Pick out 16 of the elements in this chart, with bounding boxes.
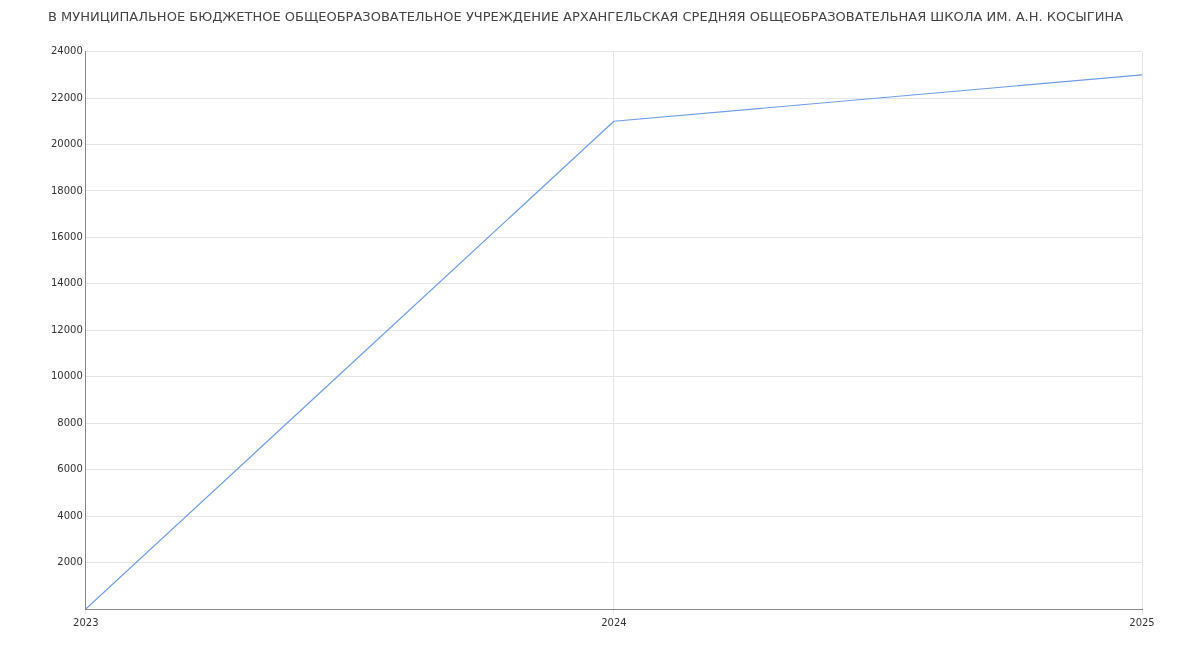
x-tick-label: 2024 xyxy=(601,616,627,628)
y-tick-label: 8000 xyxy=(57,416,83,428)
x-tick-label: 2023 xyxy=(73,616,99,628)
y-tick-label: 10000 xyxy=(51,370,83,382)
y-tick-label: 12000 xyxy=(51,323,83,335)
y-tick-label: 20000 xyxy=(51,138,83,150)
y-tick-label: 6000 xyxy=(57,463,83,475)
x-tick-label: 2025 xyxy=(1129,616,1155,628)
y-tick-label: 2000 xyxy=(57,556,83,568)
y-tick-label: 22000 xyxy=(51,91,83,103)
y-tick-label: 14000 xyxy=(51,277,83,289)
chart-title: В МУНИЦИПАЛЬНОЕ БЮДЖЕТНОЕ ОБЩЕОБРАЗОВАТЕЛЬНОЕ УЧРЕЖДЕНИЕ АРХАНГЕЛЬСКАЯ СРЕДНЯЯ ОБЩЕОБРАЗОВАТЕЛЬНАЯ ШКОЛА ИМ. А.Н. КОСЫГИНА xyxy=(48,9,1124,25)
y-tick-label: 16000 xyxy=(51,230,83,242)
y-tick-label: 24000 xyxy=(51,45,83,57)
y-tick-label: 18000 xyxy=(51,184,83,196)
y-tick-label: 4000 xyxy=(57,509,83,521)
